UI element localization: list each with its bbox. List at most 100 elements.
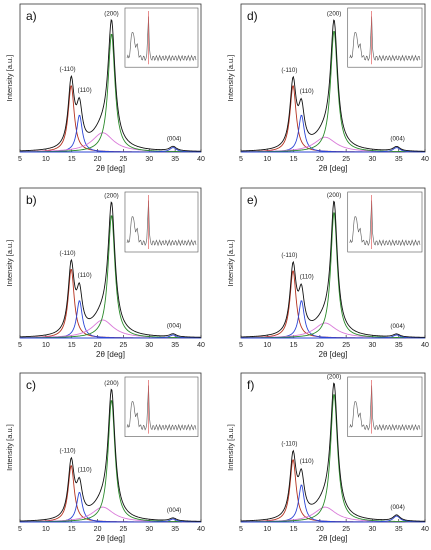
inset-frame xyxy=(124,7,199,68)
x-tick-label: 35 xyxy=(395,342,403,349)
x-tick-label: 15 xyxy=(290,526,298,533)
peak-label: (110) xyxy=(78,87,92,94)
peak-label: (110) xyxy=(300,458,314,465)
peak-label: (-110) xyxy=(60,250,76,257)
total-fit xyxy=(19,388,202,522)
x-tick-label: 40 xyxy=(421,526,429,533)
y-axis-label: Intensity [a.u.] xyxy=(5,55,14,102)
x-axis-label: 2θ [deg] xyxy=(319,164,348,173)
x-tick-label: 35 xyxy=(171,342,179,349)
chart-panel-f: 5 10 15 20 25 30 35 40 2θ [deg] Intensity [a.u.] f… xyxy=(226,372,429,543)
y-axis-label: Intensity [a.u.] xyxy=(226,424,235,471)
x-tick-label: 35 xyxy=(171,526,179,533)
x-tick-label: 20 xyxy=(94,156,102,163)
x-tick-label: 5 xyxy=(18,342,22,349)
total-fit xyxy=(19,18,202,152)
panel-label: e) xyxy=(247,193,258,207)
x-tick-label: 25 xyxy=(120,156,128,163)
peak-label: (004) xyxy=(167,507,181,514)
peak-200-fit xyxy=(19,33,202,153)
peak-label: (110) xyxy=(300,88,314,95)
total-fit xyxy=(19,201,202,338)
peak-label: (200) xyxy=(104,10,118,17)
inset-raw-pattern xyxy=(347,7,423,68)
peak-label: (-110) xyxy=(60,66,76,73)
total-fit xyxy=(240,200,426,338)
inset-raw-line xyxy=(126,16,197,62)
x-tick-label: 30 xyxy=(369,156,377,163)
x-tick-label: 5 xyxy=(18,526,22,533)
peak-label: (200) xyxy=(327,192,341,199)
peak-label: (200) xyxy=(104,380,118,387)
inset-frame xyxy=(347,191,423,253)
inset-raw-pattern xyxy=(124,376,199,437)
y-axis-label: Intensity [a.u.] xyxy=(226,55,235,102)
peak-label: (110) xyxy=(300,273,314,280)
peak-label: (200) xyxy=(327,11,341,18)
x-tick-label: 10 xyxy=(42,526,50,533)
inset-raw-pattern xyxy=(347,191,423,253)
peak-label: (110) xyxy=(78,467,92,474)
inset-raw-pattern xyxy=(347,376,423,437)
peak-label: (200) xyxy=(327,374,341,381)
peak-label: (110) xyxy=(78,272,92,279)
peak-004-fit xyxy=(241,334,426,339)
panel-label: c) xyxy=(26,378,36,392)
x-tick-label: 40 xyxy=(197,526,205,533)
peak-label: (200) xyxy=(104,193,118,200)
chart-panel-d: 5 10 15 20 25 30 35 40 2θ [deg] Intensity [a.u.] d… xyxy=(226,3,429,173)
total-fit xyxy=(240,382,426,522)
x-tick-label: 10 xyxy=(263,156,271,163)
y-axis-label: Intensity [a.u.] xyxy=(5,240,14,287)
peak-200-fit xyxy=(241,212,425,339)
peak-200-fit xyxy=(240,394,426,523)
x-tick-label: 25 xyxy=(342,156,350,163)
peak-label: (-110) xyxy=(281,67,297,74)
chart-panel-b: 5 10 15 20 25 30 35 40 2θ [deg] Intensity [a.u.] b… xyxy=(5,187,205,359)
peak-110-bar-fit xyxy=(240,459,425,523)
peak-label: (004) xyxy=(390,504,404,511)
chart-panel-a: 5 10 15 20 25 30 35 40 2θ [deg] Intensity [a.u.] a… xyxy=(5,3,205,173)
x-tick-label: 5 xyxy=(239,342,243,349)
x-tick-label: 5 xyxy=(239,156,243,163)
x-tick-label: 5 xyxy=(18,156,22,163)
y-axis-label: Intensity [a.u.] xyxy=(226,240,235,287)
y-axis-label: Intensity [a.u.] xyxy=(5,424,14,471)
x-axis-label: 2θ [deg] xyxy=(96,350,125,359)
inset-frame xyxy=(347,376,423,437)
x-tick-label: 30 xyxy=(369,342,377,349)
x-axis-label: 2θ [deg] xyxy=(96,534,125,543)
x-axis-label: 2θ [deg] xyxy=(319,350,348,359)
x-tick-label: 40 xyxy=(421,342,429,349)
peak-label: (-110) xyxy=(281,441,297,448)
x-tick-label: 30 xyxy=(145,526,153,533)
inset-frame xyxy=(124,376,199,437)
panel-label: f) xyxy=(247,378,254,392)
inset-raw-line xyxy=(349,16,421,62)
x-tick-label: 10 xyxy=(263,342,271,349)
peak-200-fit xyxy=(20,215,202,339)
peak-004-fit xyxy=(241,515,425,523)
x-tick-label: 30 xyxy=(369,526,377,533)
panel-label: b) xyxy=(26,193,37,207)
x-tick-label: 40 xyxy=(197,156,205,163)
x-tick-label: 25 xyxy=(120,342,128,349)
peak-200-fit xyxy=(20,400,201,523)
panel-label: d) xyxy=(247,9,258,23)
x-axis-label: 2θ [deg] xyxy=(96,164,125,173)
x-tick-label: 25 xyxy=(342,526,350,533)
x-tick-label: 25 xyxy=(120,526,128,533)
inset-frame xyxy=(124,191,199,253)
x-tick-label: 10 xyxy=(263,526,271,533)
x-tick-label: 15 xyxy=(68,156,76,163)
x-tick-label: 20 xyxy=(316,342,324,349)
inset-raw-line xyxy=(126,385,197,432)
inset-raw-pattern xyxy=(124,191,199,253)
inset-raw-line xyxy=(349,200,421,247)
x-tick-label: 30 xyxy=(145,156,153,163)
x-tick-label: 25 xyxy=(342,342,350,349)
x-tick-label: 35 xyxy=(171,156,179,163)
x-tick-label: 15 xyxy=(68,342,76,349)
x-tick-label: 15 xyxy=(290,156,298,163)
